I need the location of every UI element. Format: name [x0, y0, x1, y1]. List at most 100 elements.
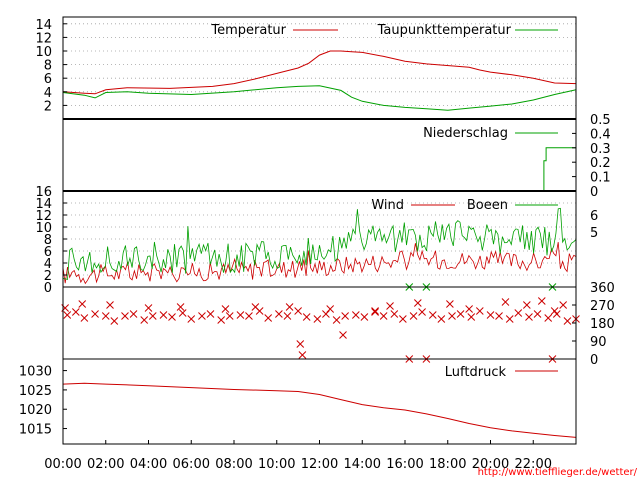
wind-legend: Wind Boeen — [371, 198, 558, 213]
direction-marker — [465, 305, 473, 313]
marker-stroke — [221, 305, 230, 313]
y-tick-label-temp: 2 — [44, 99, 52, 114]
direction-marker — [178, 309, 187, 317]
direction-marker — [341, 312, 350, 320]
marker-stroke — [302, 313, 311, 321]
legend-boeen: Boeen — [467, 198, 508, 213]
marker-stroke — [550, 307, 559, 315]
direction-marker — [339, 331, 347, 339]
y-tick-label-pressure: 1030 — [19, 365, 52, 380]
y-tick-label-precip: 0.1 — [590, 171, 611, 186]
marker-stroke — [275, 310, 283, 318]
marker-stroke — [379, 312, 388, 320]
marker-stroke — [322, 310, 330, 318]
marker-stroke — [110, 317, 119, 325]
direction-marker — [140, 316, 149, 324]
direction-marker — [501, 298, 510, 306]
x-tick-label: 10:00 — [258, 457, 295, 472]
direction-marker — [533, 310, 542, 318]
marker-stroke — [144, 304, 153, 312]
direction-marker — [121, 312, 129, 320]
direction-marker — [486, 311, 495, 319]
y-tick-label-wind-right: 5 — [590, 226, 598, 241]
y-tick-label-precip: 0.4 — [590, 127, 611, 142]
direction-marker — [537, 297, 546, 305]
marker-stroke — [148, 312, 157, 320]
direction-marker — [332, 316, 341, 324]
marker-stroke — [448, 312, 456, 320]
marker-stroke — [505, 315, 514, 323]
direction-marker — [187, 315, 196, 323]
direction-marker — [285, 303, 294, 311]
direction-marker — [563, 317, 572, 325]
direction-marker — [322, 310, 330, 318]
y-tick-label-direction: 90 — [590, 335, 607, 350]
marker-stroke — [409, 312, 418, 320]
marker-stroke — [225, 312, 234, 320]
marker-stroke — [264, 314, 273, 322]
marker-stroke — [283, 312, 292, 320]
y-tick-label-wind: 2 — [44, 269, 52, 284]
marker-stroke — [178, 309, 187, 317]
direction-marker — [446, 300, 454, 308]
marker-stroke — [437, 315, 446, 323]
x-tick-label: 22:00 — [515, 457, 552, 472]
direction-marker — [505, 315, 514, 323]
marker-stroke — [251, 303, 260, 311]
series-line-boeen — [62, 207, 577, 281]
direction-marker — [386, 302, 394, 310]
marker-stroke — [121, 312, 129, 320]
marker-stroke — [255, 307, 264, 315]
y-tick-label-wind: 6 — [44, 245, 52, 260]
legend-temperatur: Temperatur — [210, 23, 286, 38]
direction-marker — [148, 312, 157, 320]
x-tick-label: 12:00 — [301, 457, 338, 472]
marker-stroke — [78, 300, 87, 308]
y-tick-label-precip: 0 — [590, 185, 598, 200]
direction-marker — [106, 301, 114, 309]
marker-stroke — [332, 316, 341, 324]
direction-marker — [264, 314, 273, 322]
y-tick-label-wind: 0 — [44, 281, 52, 296]
direction-marker — [236, 311, 245, 319]
direction-marker — [225, 312, 234, 320]
direction-marker — [326, 305, 335, 313]
direction-marker — [413, 299, 422, 307]
x-tick-label: 04:00 — [130, 457, 167, 472]
x-tick-label: 16:00 — [386, 457, 423, 472]
marker-stroke — [467, 313, 476, 321]
y-tick-label-pressure: 1015 — [19, 423, 52, 438]
direction-marker — [467, 313, 476, 321]
direction-marker — [428, 311, 437, 319]
marker-stroke — [341, 312, 350, 320]
series-line-temperatur — [62, 50, 577, 95]
y-tick-label-temp: 14 — [35, 18, 52, 33]
x-tick-label: 14:00 — [344, 457, 381, 472]
marker-stroke — [360, 313, 369, 321]
direction-marker — [110, 317, 119, 325]
direction-marker — [296, 340, 305, 348]
y-tick-label-direction: 0 — [590, 353, 598, 368]
y-tick-label-wind: 4 — [44, 257, 52, 272]
direction-marker — [371, 307, 379, 315]
pressure-legend: Luftdruck — [445, 365, 558, 380]
direction-marker — [390, 310, 399, 318]
y-tick-label-temp: 8 — [44, 59, 52, 74]
marker-stroke — [217, 316, 226, 324]
direction-marker — [198, 312, 206, 320]
direction-marker — [63, 311, 72, 319]
marker-stroke — [559, 301, 568, 309]
y-tick-label-pressure: 1020 — [19, 403, 52, 418]
footer-url[interactable]: http://www.tiefflieger.de/wetter/ — [478, 467, 638, 478]
marker-stroke — [525, 313, 533, 321]
y-tick-label-wind: 12 — [35, 209, 52, 224]
marker-stroke — [475, 307, 484, 315]
marker-stroke — [91, 310, 99, 318]
marker-stroke — [537, 297, 546, 305]
direction-marker — [409, 312, 418, 320]
marker-stroke — [296, 340, 305, 348]
marker-stroke — [326, 305, 335, 313]
direction-marker — [544, 314, 553, 322]
marker-stroke — [285, 303, 294, 311]
